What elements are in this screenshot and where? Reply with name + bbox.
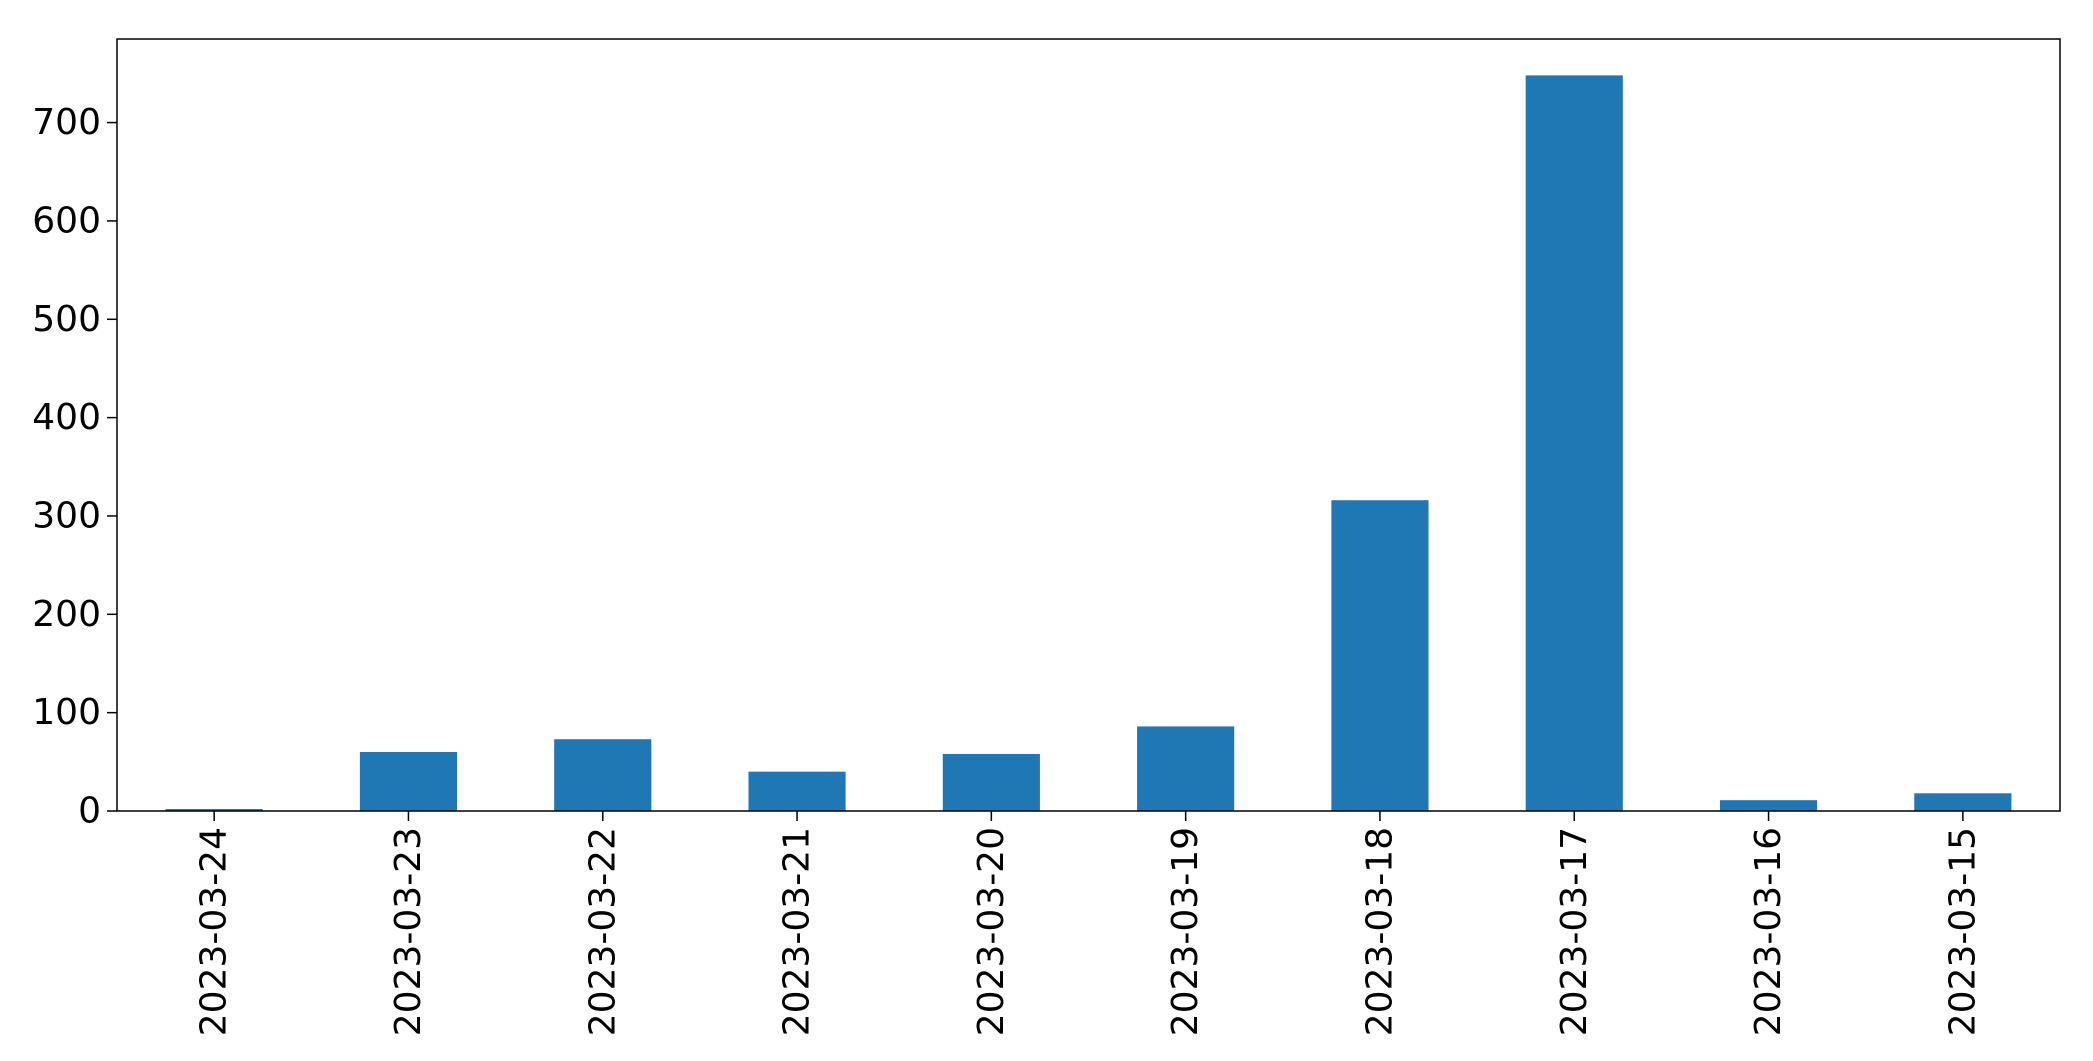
- y-tick-label: 0: [78, 791, 101, 832]
- x-tick-label: 2023-03-23: [388, 827, 429, 1036]
- x-tick-label: 2023-03-15: [1942, 827, 1983, 1036]
- y-tick-label: 100: [32, 692, 101, 733]
- y-tick-label: 500: [32, 299, 101, 340]
- bar-2023-03-22: [554, 739, 652, 811]
- x-tick-label: 2023-03-24: [194, 827, 235, 1036]
- bar-2023-03-21: [748, 771, 846, 811]
- bar-2023-03-24: [165, 809, 263, 811]
- x-tick-label: 2023-03-21: [777, 827, 818, 1036]
- x-tick-label: 2023-03-18: [1359, 827, 1400, 1036]
- bar-2023-03-15: [1914, 793, 2012, 811]
- bar-2023-03-19: [1137, 726, 1235, 811]
- bar-2023-03-16: [1719, 800, 1818, 811]
- y-tick-label: 700: [32, 102, 101, 143]
- x-tick-label: 2023-03-20: [971, 827, 1012, 1036]
- x-tick-label: 2023-03-16: [1748, 827, 1789, 1036]
- x-axis: 2023-03-24 2023-03-23 2023-03-22 2023-03-21…: [194, 811, 1983, 1036]
- y-tick-label: 300: [32, 495, 101, 536]
- x-tick-label: 2023-03-17: [1554, 827, 1595, 1036]
- plot-frame: [116, 38, 2061, 812]
- y-tick-label: 200: [32, 594, 101, 635]
- y-axis: 0 100 200 300 400 500 600 700: [32, 102, 117, 832]
- bar-2023-03-23: [359, 751, 458, 811]
- bar-2023-03-20: [942, 753, 1040, 811]
- bar-2023-03-17: [1525, 75, 1623, 811]
- x-tick-label: 2023-03-19: [1165, 827, 1206, 1036]
- bar-2023-03-18: [1331, 500, 1429, 811]
- bars: [165, 75, 2012, 811]
- x-tick-label: 2023-03-22: [582, 827, 623, 1036]
- y-tick-label: 400: [32, 397, 101, 438]
- y-tick-label: 600: [32, 200, 101, 241]
